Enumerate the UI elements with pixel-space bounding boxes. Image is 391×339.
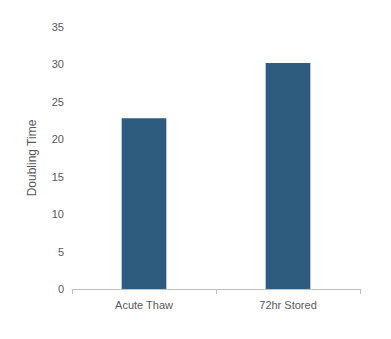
svg-text:Doubling Time: Doubling Time xyxy=(25,119,39,196)
svg-text:35: 35 xyxy=(52,21,64,33)
svg-text:72hr Stored: 72hr Stored xyxy=(259,299,316,311)
svg-text:20: 20 xyxy=(52,133,64,145)
svg-text:0: 0 xyxy=(58,283,64,295)
svg-text:Acute Thaw: Acute Thaw xyxy=(115,299,173,311)
svg-text:30: 30 xyxy=(52,58,64,70)
svg-text:5: 5 xyxy=(58,246,64,258)
svg-text:25: 25 xyxy=(52,96,64,108)
svg-text:15: 15 xyxy=(52,171,64,183)
svg-text:10: 10 xyxy=(52,208,64,220)
